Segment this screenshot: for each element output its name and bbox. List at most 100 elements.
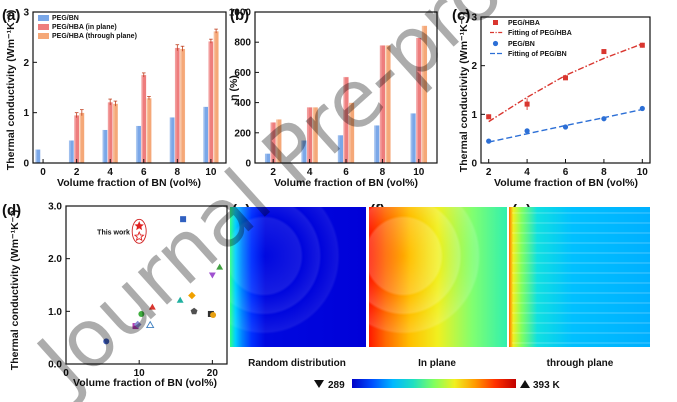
x-axis-label: Volume fraction of BN (vol%) — [494, 177, 638, 189]
legend-swatch — [38, 24, 49, 30]
legend-marker — [493, 20, 498, 25]
y-tick-label: 0 — [23, 159, 29, 170]
data-point — [133, 320, 142, 329]
y-tick-label: 1.0 — [48, 307, 62, 318]
heat-stripe — [512, 282, 650, 284]
chart-b: 2 4 6 8 10 0 200 400 600 800 1000 Volume fraction o… — [228, 8, 438, 189]
data-point — [103, 338, 110, 345]
heat-stripe — [512, 212, 650, 214]
bar-highlight — [141, 74, 143, 163]
panel-label-d: (d) — [2, 202, 21, 219]
bar-highlight — [410, 113, 413, 163]
plot-frame — [32, 11, 227, 164]
legend-label: Fitting of PEG/HBA — [508, 30, 572, 37]
x-axis-label: Volume fraction of BN (vol%) — [274, 177, 418, 189]
heat-stripe — [512, 332, 650, 334]
y-axis-label: η (%) — [228, 75, 240, 101]
data-point — [562, 124, 569, 130]
data-point — [208, 272, 216, 279]
bar-highlight — [102, 129, 105, 163]
x-tick-label: 6 — [563, 167, 569, 178]
caption-inplane: In plane — [418, 358, 456, 369]
panel-label-a: (a) — [2, 7, 20, 24]
heat-stripe — [512, 312, 650, 314]
panel-label-c: (c) — [452, 7, 470, 24]
data-point — [601, 116, 607, 122]
bar-highlight — [35, 149, 38, 163]
data-point — [524, 128, 530, 134]
colorbar-max-marker — [520, 380, 530, 388]
y-tick-label: 600 — [234, 68, 251, 79]
data-point — [486, 138, 492, 144]
simulation-image-through — [509, 207, 650, 347]
x-tick-label: 10 — [637, 167, 649, 178]
data-point — [524, 101, 530, 107]
data-point — [138, 310, 145, 317]
y-axis-label: Thermal conductivity (Wm⁻¹K⁻¹) — [5, 10, 17, 170]
x-tick-label: 10 — [134, 368, 146, 379]
data-point — [639, 42, 645, 48]
caption-random: Random distribution — [248, 358, 346, 369]
bar-highlight — [208, 41, 211, 164]
x-tick-label: 8 — [380, 167, 386, 178]
data-point — [188, 291, 196, 300]
legend-label: PEG/HBA — [508, 20, 540, 27]
data-point — [134, 221, 144, 231]
fit-line — [488, 108, 643, 143]
heat-stripe — [512, 302, 650, 304]
bar-highlight — [343, 76, 346, 163]
x-axis-label: Volume fraction of BN (vol%) — [73, 377, 217, 389]
x-tick-label: 4 — [524, 167, 530, 178]
data-point — [176, 296, 184, 303]
legend-label: PEG/HBA (in plane) — [52, 24, 117, 31]
annotation-this-work: This work — [97, 229, 130, 236]
legend-label: PEG/BN — [508, 41, 535, 48]
y-tick-label: 1 — [23, 108, 29, 119]
bar-highlight — [379, 45, 382, 163]
bar-highlight — [348, 102, 351, 163]
x-tick-label: 4 — [107, 167, 113, 178]
y-tick-label: 400 — [234, 98, 251, 109]
x-tick-label: 8 — [601, 167, 607, 178]
x-tick-label: 0 — [63, 368, 69, 379]
colorbar-min-label: 289 — [328, 380, 345, 391]
bar-highlight — [337, 135, 340, 163]
bar-highlight — [169, 117, 172, 163]
bar-highlight — [276, 119, 278, 163]
legend-marker — [492, 40, 499, 47]
y-tick-label: 2 — [23, 58, 29, 69]
bar-highlight — [179, 48, 182, 163]
bar-highlight — [306, 107, 309, 163]
x-tick-label: 2 — [74, 167, 80, 178]
y-axis-label: Thermal conductivity (Wm⁻¹K⁻¹) — [9, 210, 21, 370]
y-tick-label: 1 — [471, 110, 477, 121]
data-point — [180, 216, 187, 223]
highlight-ellipse — [131, 218, 147, 244]
bar-highlight — [74, 115, 76, 163]
colorbar-min-marker — [314, 380, 324, 388]
caption-through: through plane — [547, 358, 614, 369]
x-tick-label: 8 — [175, 167, 181, 178]
legend-label: PEG/BN — [52, 15, 79, 22]
data-point — [190, 307, 198, 315]
bar-highlight — [68, 140, 71, 163]
colorbar — [352, 379, 516, 388]
simulation-image-inplane — [369, 207, 507, 347]
y-tick-label: 0 — [245, 159, 251, 170]
bar-highlight — [416, 37, 418, 163]
x-tick-label: 10 — [413, 167, 425, 178]
bar-highlight — [374, 125, 376, 163]
bar-highlight — [135, 125, 138, 163]
legend-swatch — [38, 33, 49, 39]
y-tick-label: 0 — [471, 159, 477, 170]
chart-a: 0 2 4 6 8 10 0 1 2 3 Volume fraction of BN (vol%) T… — [5, 8, 227, 189]
heat-stripe — [512, 342, 650, 344]
x-tick-label: 10 — [205, 167, 217, 178]
heat-stripe — [512, 262, 650, 264]
heat-stripe — [512, 322, 650, 324]
y-tick-label: 3.0 — [48, 202, 62, 213]
x-tick-label: 20 — [207, 368, 219, 379]
x-tick-label: 4 — [307, 167, 313, 178]
legend-swatch — [38, 15, 49, 21]
